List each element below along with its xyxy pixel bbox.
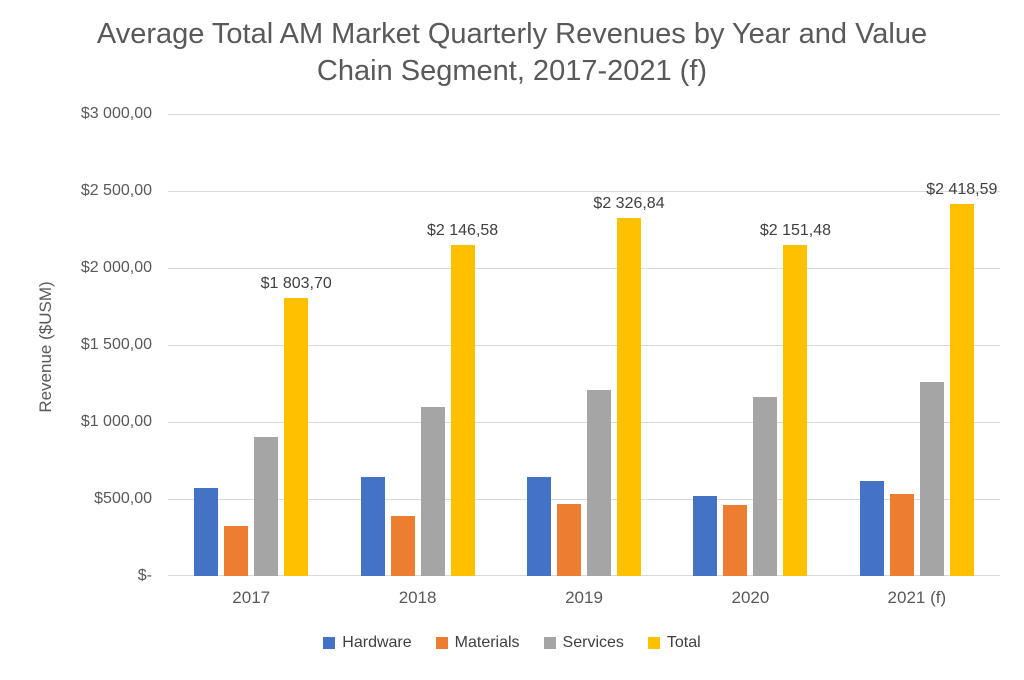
bar-services-2017	[254, 436, 279, 576]
legend-label-services: Services	[562, 634, 624, 651]
bar-groups: $1 803,70 $2 146,58 $2 326,84 $2 151,48 $2 4…	[168, 114, 1000, 576]
y-tick-label: $500,00	[94, 490, 152, 507]
bar-services-2020	[753, 397, 778, 576]
bar-hardware-2017	[194, 488, 219, 576]
x-axis-label-2018: 2018	[398, 588, 437, 607]
legend-swatch-services	[543, 637, 556, 649]
y-tick-label: $-	[137, 567, 152, 584]
legend-swatch-materials	[435, 637, 448, 649]
gridline	[168, 575, 1000, 576]
x-axis-labels: 2017 2018 2019 2020 2021 (f)	[168, 588, 1000, 608]
legend-item-materials: Materials	[435, 634, 520, 652]
data-label-2019: $2 326,84	[593, 194, 665, 212]
x-axis-label-2017: 2017	[232, 588, 271, 607]
legend-label-hardware: Hardware	[342, 634, 412, 651]
gridline	[168, 499, 1000, 500]
gridline	[168, 191, 1000, 192]
x-axis-label-2020: 2020	[731, 588, 770, 607]
legend-item-total: Total	[647, 634, 701, 652]
bar-group-2020: $2 151,48	[667, 114, 833, 576]
gridline	[168, 345, 1000, 346]
bar-group-2017: $1 803,70	[168, 114, 334, 576]
data-label-2021f: $2 418,59	[926, 180, 998, 198]
bar-services-2019	[587, 390, 612, 576]
bar-total-2021f: $2 418,59	[926, 181, 997, 576]
bar-services-2021f	[919, 382, 944, 576]
bar-group-2019: $2 326,84	[501, 114, 667, 576]
data-label-2018: $2 146,58	[427, 222, 499, 240]
bar-total-2018: $2 146,58	[427, 222, 498, 576]
legend-item-hardware: Hardware	[323, 634, 412, 652]
legend-swatch-total	[647, 637, 660, 649]
bar-hardware-2018	[360, 477, 385, 576]
x-axis-label-2021f: 2021 (f)	[887, 588, 947, 607]
legend-label-total: Total	[666, 634, 701, 651]
chart-title-line2: Chain Segment, 2017-2021 (f)	[316, 55, 708, 87]
bar-materials-2018	[390, 515, 415, 576]
data-label-2020: $2 151,48	[759, 221, 832, 239]
y-tick-label: $2 500,00	[80, 182, 152, 199]
y-tick-label: $2 000,00	[80, 259, 152, 276]
bar-hardware-2020	[693, 495, 718, 576]
bar-materials-2020	[723, 505, 748, 576]
legend-swatch-hardware	[323, 637, 336, 649]
y-tick-label: $1 000,00	[80, 413, 152, 430]
y-tick-label: $3 000,00	[80, 105, 152, 122]
bar-materials-2021f	[889, 494, 914, 576]
y-axis-tick-labels: $3 000,00 $2 500,00 $2 000,00 $1 500,00 $1 0…	[0, 105, 152, 584]
gridline	[168, 268, 1000, 269]
chart-title-line1: Average Total AM Market Quarterly Revenu…	[96, 18, 928, 50]
bar-total-2017: $1 803,70	[261, 275, 332, 576]
legend-label-materials: Materials	[454, 634, 520, 651]
chart-title: Average Total AM Market Quarterly Revenu…	[62, 16, 962, 90]
data-label-2017: $1 803,70	[260, 275, 332, 293]
bar-total-2020: $2 151,48	[760, 222, 831, 576]
y-tick-label: $1 500,00	[80, 336, 152, 353]
bar-services-2018	[420, 407, 445, 576]
bar-hardware-2021f	[859, 481, 884, 576]
x-axis-label-2019: 2019	[565, 588, 603, 607]
bar-materials-2019	[557, 503, 582, 576]
bar-materials-2017	[224, 525, 249, 576]
bar-total-2019: $2 326,84	[593, 195, 665, 576]
bar-group-2018: $2 146,58	[334, 114, 500, 576]
legend-item-services: Services	[543, 634, 624, 652]
bar-group-2021f: $2 418,59	[834, 114, 1000, 576]
gridline	[168, 114, 1000, 115]
legend: Hardware Materials Services Total	[0, 634, 1024, 652]
bar-hardware-2019	[527, 476, 552, 576]
gridline	[168, 422, 1000, 423]
plot-area: $1 803,70 $2 146,58 $2 326,84 $2 151,48 $2 4…	[168, 114, 1000, 576]
